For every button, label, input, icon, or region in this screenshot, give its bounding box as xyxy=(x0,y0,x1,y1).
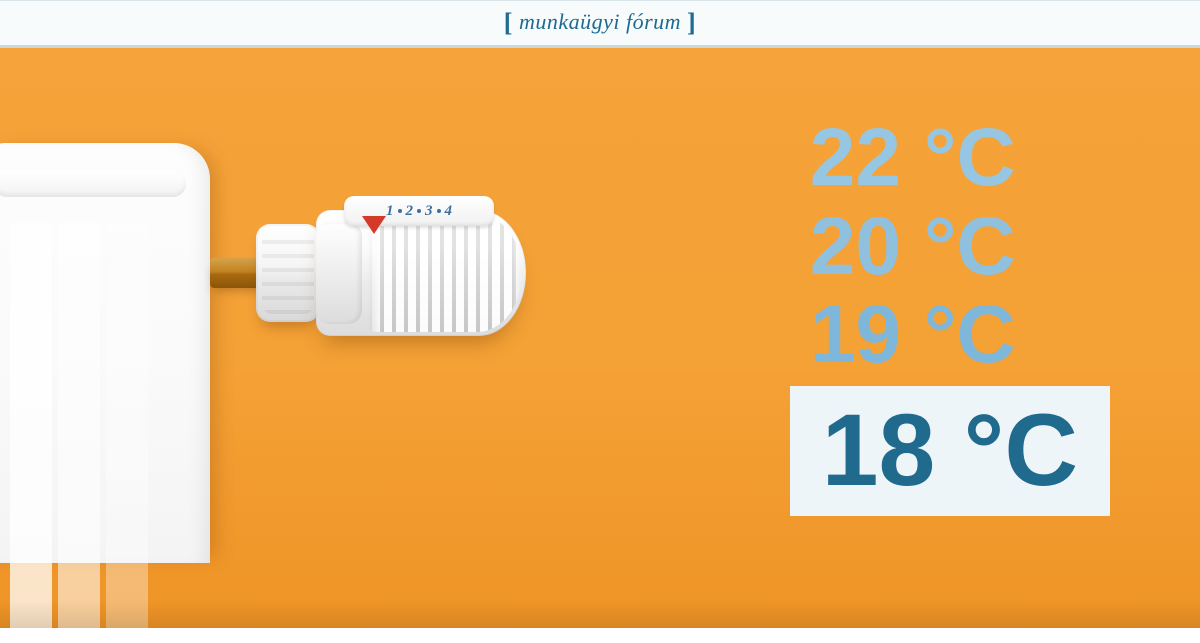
valve-collar xyxy=(316,222,362,324)
dial-dot-icon xyxy=(417,209,421,213)
dial-number: 3 xyxy=(425,204,433,219)
dial-dot-icon xyxy=(398,209,402,213)
logo-text: munkaügyi fórum xyxy=(519,9,681,34)
hero-graphic: 1 2 3 4 22 °C 20 °C 19 °C 18 °C xyxy=(0,48,1200,628)
temperature-list: 22 °C 20 °C 19 °C 18 °C xyxy=(790,114,1110,516)
temperature-value: 19 °C xyxy=(790,291,1110,380)
radiator-icon xyxy=(0,143,210,563)
dial-dot-icon xyxy=(437,209,441,213)
dial-number: 1 xyxy=(386,204,394,219)
temperature-value: 20 °C xyxy=(790,203,1110,292)
floor-shadow xyxy=(0,600,1200,628)
valve-grip-ridges xyxy=(368,214,522,332)
dial-number: 2 xyxy=(406,204,414,219)
dial-pointer-icon xyxy=(362,216,386,234)
temperature-value-highlight: 18 °C xyxy=(790,386,1110,516)
valve-nut-icon xyxy=(256,224,320,322)
bracket-open-icon: [ xyxy=(504,8,513,37)
header-bar: [ munkaügyi fórum ] xyxy=(0,0,1200,48)
thermostat-valve-icon: 1 2 3 4 xyxy=(316,192,526,354)
site-logo: [ munkaügyi fórum ] xyxy=(504,8,696,38)
bracket-close-icon: ] xyxy=(687,8,696,37)
dial-number: 4 xyxy=(445,204,453,219)
temperature-value: 22 °C xyxy=(790,114,1110,203)
